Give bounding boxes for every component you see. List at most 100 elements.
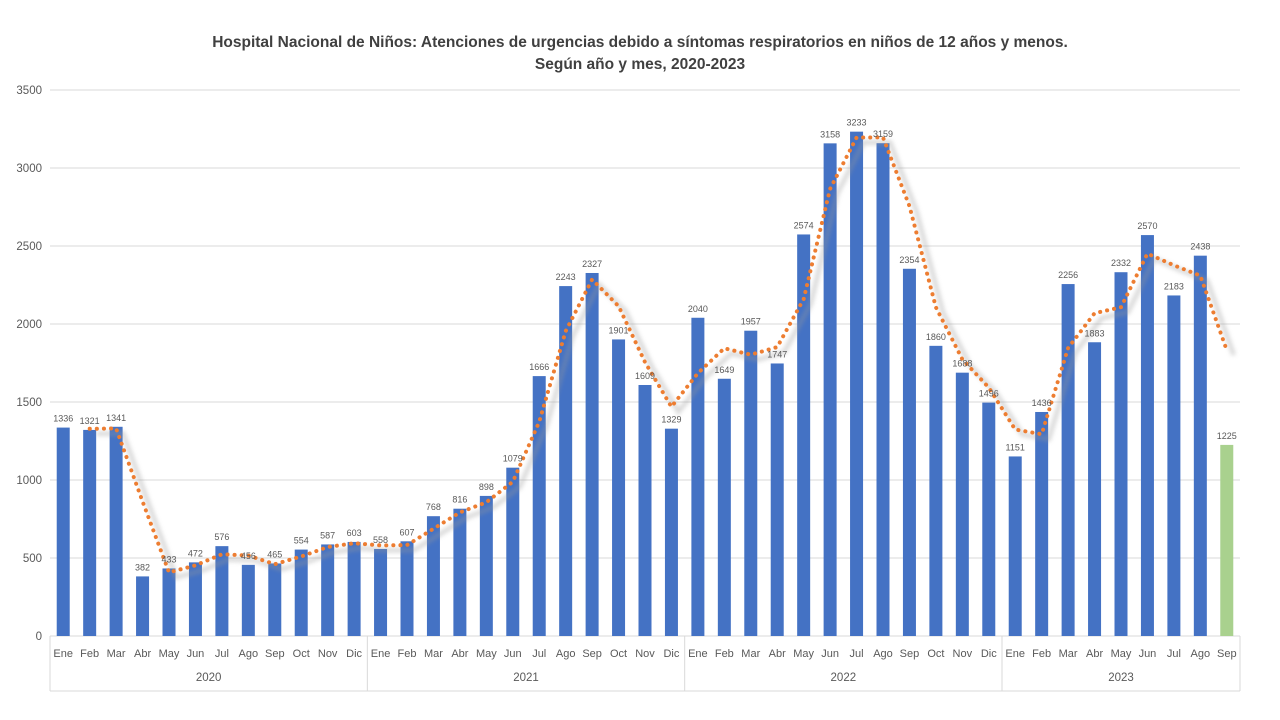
month-label: Nov: [635, 648, 655, 660]
bar-value-label: 554: [294, 536, 309, 546]
month-label: Feb: [715, 648, 734, 660]
month-label: Dic: [981, 648, 997, 660]
bar: [902, 268, 916, 636]
bar: [638, 384, 652, 636]
bar-value-label: 1329: [661, 415, 681, 425]
bar-value-label: 1688: [952, 359, 972, 369]
bar-value-label: 1496: [979, 389, 999, 399]
bar-value-label: 433: [161, 554, 176, 564]
month-label: Feb: [80, 648, 99, 660]
bar-value-label: 2256: [1058, 270, 1078, 280]
trendline-shadow: [96, 140, 1236, 581]
month-label: Mar: [107, 648, 126, 660]
bar: [585, 272, 599, 636]
bar-value-label: 768: [426, 502, 441, 512]
bar: [321, 544, 335, 636]
bar: [823, 143, 837, 637]
bar-value-label: 3159: [873, 129, 893, 139]
bar: [1035, 411, 1049, 636]
month-label: Sep: [582, 648, 602, 660]
month-label: Jul: [532, 648, 546, 660]
bar: [664, 428, 678, 636]
bar-value-label: 3158: [820, 129, 840, 139]
year-label: 2022: [831, 672, 857, 684]
bar: [347, 541, 361, 636]
bar: [109, 426, 123, 636]
month-label: Jul: [850, 648, 864, 660]
bar-value-label: 2040: [688, 304, 708, 314]
bar: [136, 576, 150, 636]
bar: [400, 541, 414, 636]
bar-value-label: 382: [135, 562, 150, 572]
bar-labels-layer: 1336 1321 1341 382 433 472 576 456 465 554 587 603 5…: [53, 118, 1237, 573]
trendline-layer: [87, 135, 1229, 575]
bar-value-label: 2332: [1111, 258, 1131, 268]
bar-value-label: 1666: [529, 362, 549, 372]
bar: [744, 330, 758, 636]
year-label: 2023: [1108, 672, 1134, 684]
bar-value-label: 1341: [106, 413, 126, 423]
bar-value-label: 1649: [714, 365, 734, 375]
y-axis-tick-label: 3500: [16, 85, 42, 97]
month-label: Oct: [293, 648, 310, 660]
month-label: Ago: [873, 648, 893, 660]
y-axis-tick-label: 2500: [16, 241, 42, 253]
bar: [691, 317, 705, 636]
month-label: Mar: [1059, 648, 1078, 660]
chart-title: Hospital Nacional de Niños: Atenciones d…: [0, 32, 1280, 76]
bar-value-label: 1747: [767, 349, 787, 359]
month-label: Jun: [504, 648, 522, 660]
bar-value-label: 472: [188, 548, 203, 558]
bar-value-label: 1225: [1217, 431, 1237, 441]
month-label: Abr: [1086, 648, 1103, 660]
bar-value-label: 3233: [847, 118, 867, 128]
month-label: Ene: [688, 648, 708, 660]
trendline-dotted: [87, 135, 1229, 575]
month-label: Oct: [610, 648, 627, 660]
bar: [955, 372, 969, 636]
bar: [1140, 235, 1154, 636]
bar: [850, 131, 864, 637]
month-label: Jul: [1167, 648, 1181, 660]
bar: [453, 508, 467, 636]
month-label: Jul: [215, 648, 229, 660]
bar: [506, 467, 520, 636]
bar: [1167, 295, 1181, 636]
bar: [1114, 272, 1128, 636]
bar: [876, 143, 890, 637]
month-label: Dic: [346, 648, 362, 660]
month-label: Sep: [1217, 648, 1237, 660]
bar: [532, 376, 546, 636]
bar-value-label: 2327: [582, 259, 602, 269]
bar-value-label: 607: [399, 527, 414, 537]
bar: [56, 427, 70, 636]
month-label: Abr: [134, 648, 151, 660]
bar-value-label: 2570: [1137, 221, 1157, 231]
month-label: Nov: [318, 648, 338, 660]
month-label: Ago: [239, 648, 259, 660]
bar-value-label: 1609: [635, 371, 655, 381]
y-axis-tick-label: 1000: [16, 475, 42, 487]
month-label: Sep: [265, 648, 285, 660]
bar-value-label: 2243: [556, 272, 576, 282]
bar: [1193, 255, 1207, 636]
bar: [162, 568, 176, 636]
bar-value-label: 576: [214, 532, 229, 542]
bars-layer: [56, 131, 1234, 637]
bar: [982, 402, 996, 636]
bar: [929, 345, 943, 636]
bar-value-label: 1336: [53, 414, 73, 424]
bar-value-label: 2183: [1164, 281, 1184, 291]
bar: [1061, 284, 1075, 636]
bar: [717, 378, 731, 636]
month-label: May: [159, 648, 180, 660]
month-label: Abr: [451, 648, 468, 660]
month-label: Abr: [769, 648, 786, 660]
bar: [1008, 456, 1022, 636]
y-axis-tick-label: 3000: [16, 163, 42, 175]
chart-title-line2: Según año y mes, 2020-2023: [534, 56, 746, 73]
bar: [1088, 342, 1102, 636]
month-label: May: [793, 648, 814, 660]
month-label: Mar: [424, 648, 443, 660]
